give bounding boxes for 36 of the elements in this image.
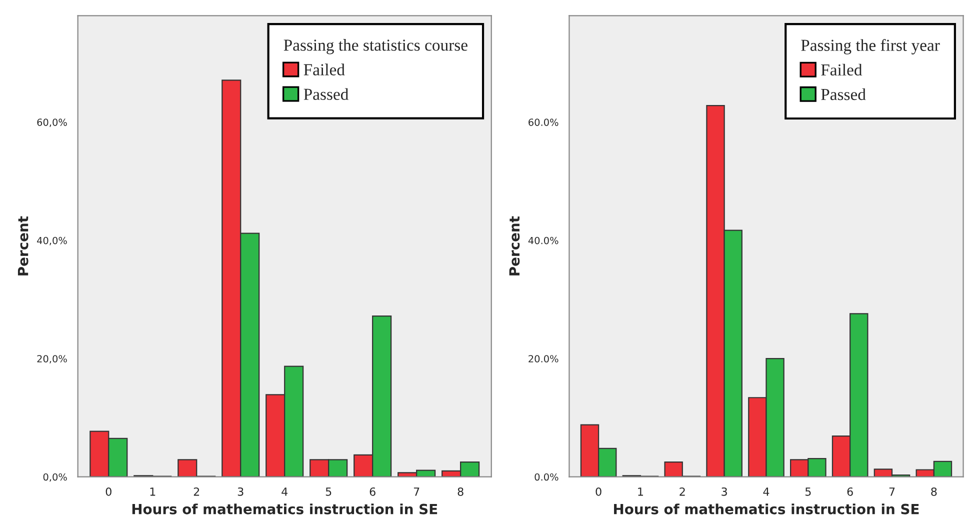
x-tick-label: 0 xyxy=(596,487,602,496)
y-tick-label: 0.0% xyxy=(534,473,558,481)
y-tick-label: 0,0% xyxy=(43,473,67,482)
legend-label: Failed xyxy=(821,64,862,76)
legend-label: Passed xyxy=(821,88,866,100)
x-tick-label: 6 xyxy=(847,487,853,496)
x-tick-label: 5 xyxy=(326,488,332,496)
x-axis-title: Hours of mathematics instruction in SE xyxy=(132,504,438,514)
x-tick-label: 8 xyxy=(931,487,937,496)
legend-title: Passing the first year xyxy=(801,39,940,54)
y-tick-label: 60,0% xyxy=(37,118,67,127)
y-axis-title: Percent xyxy=(509,216,520,276)
y-tick-label: 20,0% xyxy=(37,355,67,364)
x-tick-label: 3 xyxy=(238,487,244,496)
legend-title: Passing the statistics course xyxy=(284,39,468,54)
x-tick-label: 2 xyxy=(194,487,200,496)
legend-label: Passed xyxy=(304,88,348,100)
x-tick-label: 8 xyxy=(458,487,464,496)
x-tick-label: 4 xyxy=(763,488,770,496)
x-tick-label: 1 xyxy=(150,488,156,496)
x-tick-label: 7 xyxy=(414,488,420,496)
x-tick-label: 0 xyxy=(106,487,112,496)
y-axis-title: Percent xyxy=(18,216,28,276)
x-tick-label: 5 xyxy=(805,488,811,496)
x-tick-label: 1 xyxy=(638,488,643,496)
x-tick-label: 4 xyxy=(282,488,288,496)
x-axis-title: Hours of mathematics instruction in SE xyxy=(614,504,919,514)
y-tick-label: 20.0% xyxy=(528,355,558,362)
y-tick-label: 40,0% xyxy=(37,236,67,246)
y-tick-label: 40.0% xyxy=(528,236,558,244)
y-tick-label: 60.0% xyxy=(528,118,558,126)
x-tick-label: 2 xyxy=(680,487,685,496)
legend-label: Failed xyxy=(304,64,345,76)
x-tick-label: 3 xyxy=(722,487,727,496)
x-tick-label: 7 xyxy=(889,488,895,496)
x-tick-label: 6 xyxy=(370,487,376,496)
